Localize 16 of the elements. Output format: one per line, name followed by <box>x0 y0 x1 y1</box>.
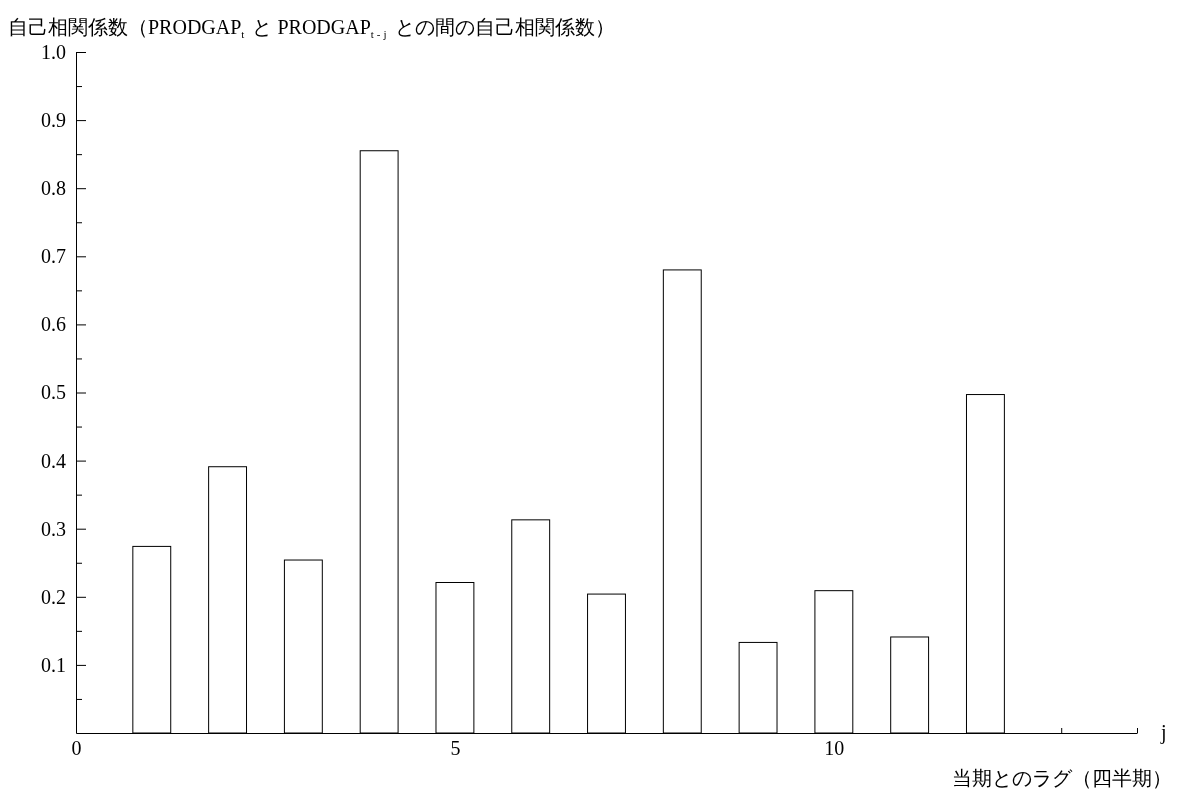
y-axis-title: 自己相関係数（PRODGAP$_{t}$ と PRODGAP$_{t-j}$ との間の自己相関係数） <box>8 16 615 40</box>
y-tick-label: 0.3 <box>41 517 66 540</box>
y-tick-label: 0.1 <box>41 653 66 676</box>
y-tick-label: 0.6 <box>41 313 66 336</box>
y-tick-label: 0.8 <box>41 177 66 200</box>
y-tick-label: 0.7 <box>41 245 66 268</box>
y-tick-label: 0.5 <box>41 381 66 404</box>
x-tick-label: 0 <box>71 737 82 760</box>
y-tick-label: 0.2 <box>41 585 66 608</box>
y-tick-label: 1.0 <box>41 40 66 63</box>
y-tick-label: 0.9 <box>41 109 66 131</box>
x-axis-title: 当期とのラグ（四半期） <box>952 767 1172 789</box>
x-tick-label: 5 <box>450 737 461 760</box>
x-tick-label: 10 <box>824 737 845 760</box>
y-tick-label: 0.4 <box>41 449 66 472</box>
text: j <box>1160 721 1167 744</box>
